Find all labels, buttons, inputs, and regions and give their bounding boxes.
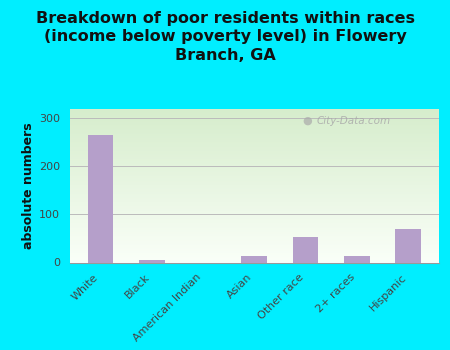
Text: Breakdown of poor residents within races
(income below poverty level) in Flowery: Breakdown of poor residents within races… — [36, 10, 414, 63]
Y-axis label: absolute numbers: absolute numbers — [22, 122, 35, 249]
Bar — [344, 256, 369, 262]
Bar — [139, 260, 165, 262]
Bar — [292, 237, 318, 262]
Bar — [242, 256, 267, 262]
Text: City-Data.com: City-Data.com — [317, 116, 391, 126]
Text: ●: ● — [302, 116, 312, 126]
Bar — [88, 135, 113, 262]
Bar — [395, 229, 421, 262]
